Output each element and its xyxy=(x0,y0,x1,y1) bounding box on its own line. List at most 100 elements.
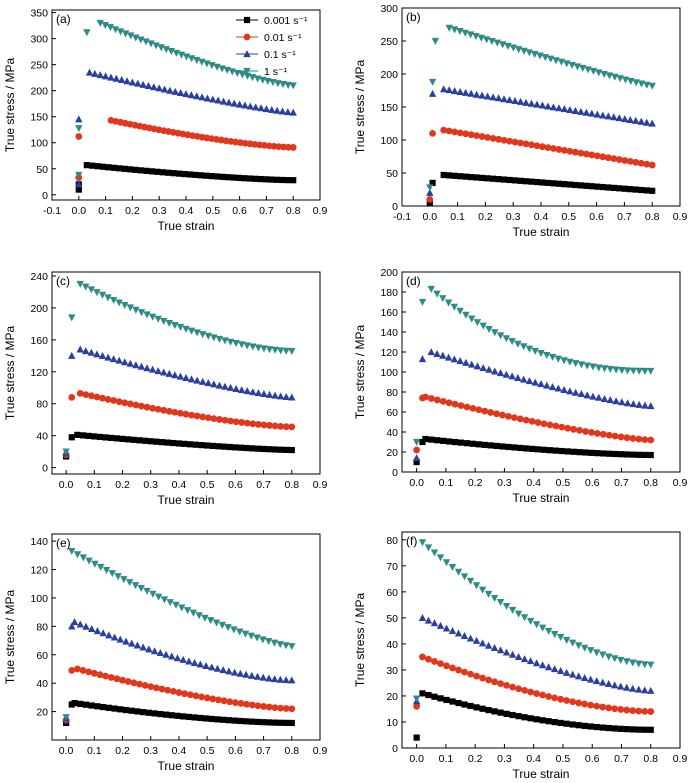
data-point xyxy=(484,93,491,100)
data-point xyxy=(576,449,582,455)
data-point xyxy=(97,671,104,678)
data-point xyxy=(575,700,582,707)
data-point xyxy=(558,59,565,66)
x-tick-label: 0.0 xyxy=(422,211,437,223)
y-tick-label: 120 xyxy=(30,367,48,379)
data-point xyxy=(495,94,502,101)
data-point xyxy=(605,705,612,712)
data-point xyxy=(244,445,250,451)
plot-area xyxy=(413,539,655,740)
data-point xyxy=(533,659,540,666)
data-point xyxy=(491,367,498,374)
x-axis-label: True strain xyxy=(513,491,570,505)
data-point xyxy=(535,419,542,426)
data-point xyxy=(198,442,204,448)
data-point xyxy=(140,709,146,715)
data-point xyxy=(139,643,146,650)
data-point xyxy=(208,663,215,670)
data-point xyxy=(636,727,642,733)
data-point xyxy=(542,54,549,61)
data-point xyxy=(271,392,278,399)
data-point xyxy=(635,708,642,715)
data-point xyxy=(445,86,452,93)
data-point xyxy=(426,196,433,203)
y-tick-label: 40 xyxy=(386,639,398,651)
data-point xyxy=(177,324,184,331)
data-point xyxy=(550,180,556,186)
data-point xyxy=(187,171,193,177)
y-tick-label: 100 xyxy=(30,593,48,605)
data-point xyxy=(121,358,128,365)
data-point xyxy=(648,452,654,458)
data-point xyxy=(204,442,210,448)
data-point xyxy=(277,447,283,453)
data-point xyxy=(511,444,517,450)
data-point xyxy=(419,690,425,696)
data-point xyxy=(545,693,552,700)
data-point xyxy=(449,564,456,571)
data-point xyxy=(612,397,619,404)
data-point xyxy=(578,182,584,188)
data-point xyxy=(553,448,559,454)
data-point xyxy=(431,619,438,626)
data-point xyxy=(526,49,533,56)
data-point xyxy=(545,180,551,186)
data-point xyxy=(623,658,630,665)
data-point xyxy=(68,394,75,401)
data-point xyxy=(434,437,440,443)
data-point xyxy=(277,676,284,683)
data-point xyxy=(541,447,547,453)
data-point xyxy=(125,678,132,685)
data-point xyxy=(197,715,203,721)
data-point xyxy=(260,390,267,397)
data-point xyxy=(146,710,152,716)
data-point xyxy=(449,698,455,704)
data-point xyxy=(467,671,474,678)
data-point xyxy=(635,686,642,693)
data-point xyxy=(207,617,214,624)
y-tick-label: 0 xyxy=(42,463,48,475)
data-point xyxy=(616,185,622,191)
data-point xyxy=(71,618,78,625)
data-point xyxy=(501,176,507,182)
data-point xyxy=(572,389,579,396)
y-axis-label: True stress / MPa xyxy=(353,325,367,420)
data-point xyxy=(260,446,266,452)
data-point xyxy=(238,445,244,451)
data-point xyxy=(644,187,650,193)
data-point xyxy=(503,603,510,610)
data-point xyxy=(288,676,295,683)
x-tick-label: 0.0 xyxy=(409,477,424,489)
data-point xyxy=(515,685,522,692)
data-point xyxy=(193,442,199,448)
x-tick-label: 0.6 xyxy=(228,479,243,491)
data-point xyxy=(227,384,234,391)
data-point xyxy=(288,348,295,355)
data-point xyxy=(161,86,168,93)
data-point xyxy=(539,692,546,699)
data-point xyxy=(94,627,101,634)
legend-label: 0.1 s⁻¹ xyxy=(264,49,296,61)
data-point xyxy=(479,675,486,682)
data-point xyxy=(638,81,645,88)
y-tick-label: 80 xyxy=(36,621,48,633)
data-point xyxy=(473,637,480,644)
x-tick-label: 0.0 xyxy=(59,745,74,757)
legend-marker xyxy=(244,17,250,23)
x-tick-label: 0.4 xyxy=(172,745,187,757)
data-point xyxy=(289,720,295,726)
y-tick-label: 70 xyxy=(386,561,398,573)
x-tick-label: 0.9 xyxy=(673,477,688,489)
x-tick-label: 0.4 xyxy=(534,211,549,223)
data-point xyxy=(163,712,169,718)
chart-panel: 0.0 0.1 0.2 0.3 0.4 0.5 0.6 0.7 0.8 0.9 20 40 60 80 10… xyxy=(0,520,350,778)
data-point xyxy=(439,295,446,302)
data-point xyxy=(511,414,518,421)
data-point xyxy=(535,446,541,452)
y-tick-label: 0 xyxy=(392,201,398,213)
data-point xyxy=(510,45,517,52)
x-tick-label: 0.5 xyxy=(205,205,220,217)
data-point xyxy=(531,51,538,58)
data-point xyxy=(575,642,582,649)
data-point xyxy=(171,322,178,329)
